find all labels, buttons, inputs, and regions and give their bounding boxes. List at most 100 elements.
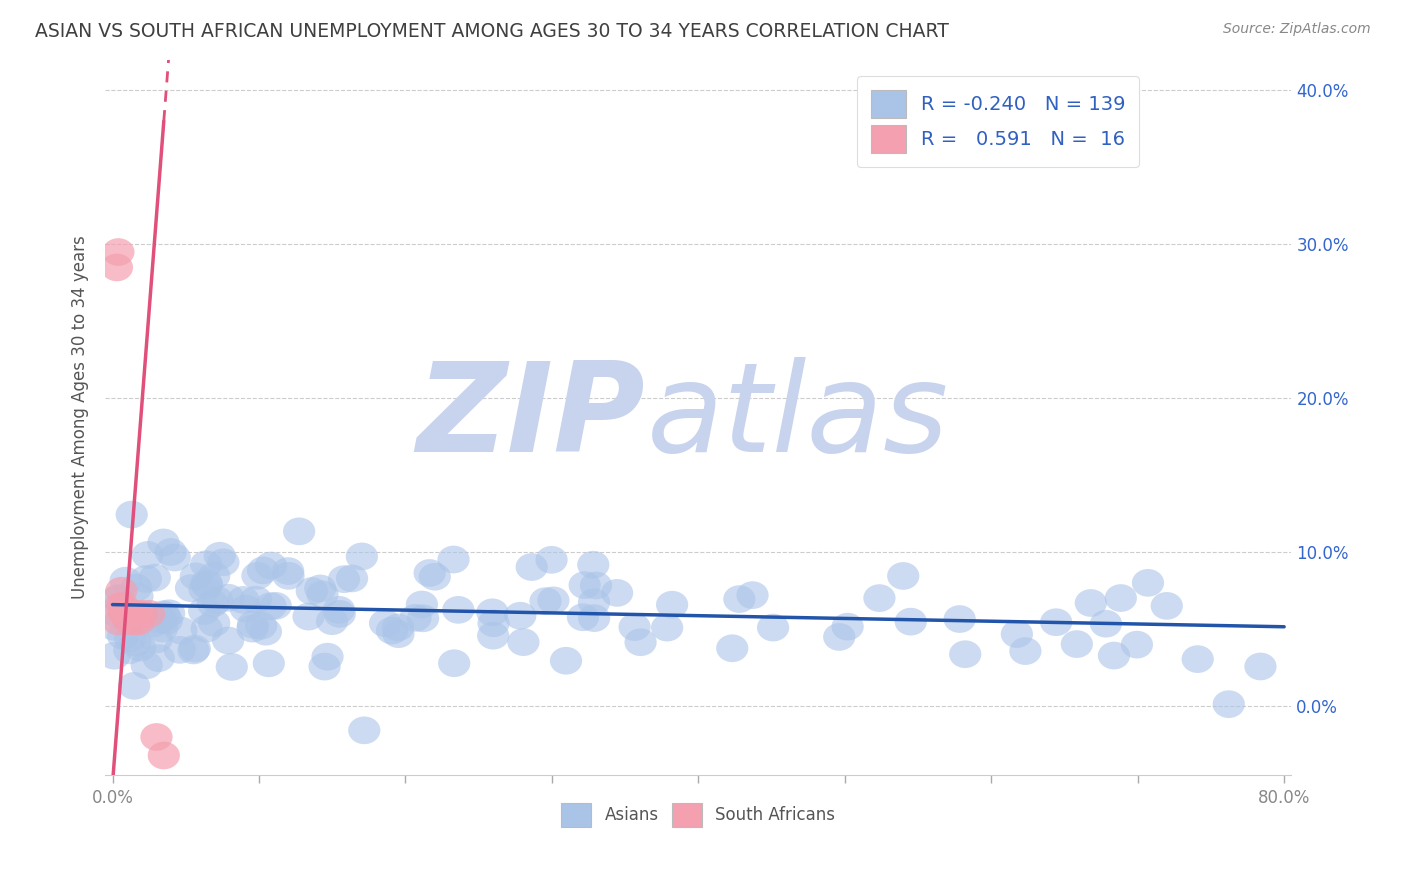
Ellipse shape	[197, 590, 229, 617]
Ellipse shape	[1098, 641, 1130, 669]
Ellipse shape	[1212, 690, 1244, 718]
Ellipse shape	[1132, 569, 1164, 597]
Ellipse shape	[439, 649, 470, 677]
Ellipse shape	[114, 637, 145, 665]
Ellipse shape	[537, 587, 569, 615]
Ellipse shape	[260, 592, 292, 620]
Ellipse shape	[124, 634, 156, 662]
Ellipse shape	[737, 582, 769, 609]
Ellipse shape	[180, 563, 212, 591]
Ellipse shape	[716, 634, 748, 662]
Ellipse shape	[101, 253, 134, 281]
Ellipse shape	[131, 651, 163, 679]
Ellipse shape	[323, 596, 356, 624]
Ellipse shape	[250, 618, 283, 646]
Ellipse shape	[323, 600, 356, 628]
Ellipse shape	[273, 562, 305, 590]
Ellipse shape	[105, 577, 138, 605]
Ellipse shape	[568, 571, 600, 599]
Ellipse shape	[756, 614, 789, 641]
Ellipse shape	[536, 546, 568, 574]
Ellipse shape	[120, 600, 152, 628]
Ellipse shape	[254, 551, 287, 580]
Ellipse shape	[311, 643, 343, 671]
Ellipse shape	[1181, 645, 1213, 673]
Ellipse shape	[579, 572, 612, 599]
Ellipse shape	[107, 622, 139, 649]
Ellipse shape	[107, 592, 139, 620]
Ellipse shape	[236, 615, 269, 642]
Ellipse shape	[215, 653, 247, 681]
Ellipse shape	[530, 587, 561, 615]
Ellipse shape	[190, 550, 222, 578]
Ellipse shape	[120, 629, 152, 657]
Ellipse shape	[307, 581, 339, 608]
Ellipse shape	[114, 624, 146, 652]
Ellipse shape	[419, 563, 451, 591]
Ellipse shape	[382, 614, 415, 641]
Ellipse shape	[155, 538, 187, 566]
Ellipse shape	[316, 607, 349, 635]
Ellipse shape	[406, 605, 439, 632]
Text: Source: ZipAtlas.com: Source: ZipAtlas.com	[1223, 22, 1371, 37]
Ellipse shape	[368, 609, 401, 637]
Ellipse shape	[114, 607, 146, 635]
Ellipse shape	[115, 500, 148, 528]
Ellipse shape	[245, 612, 277, 640]
Ellipse shape	[228, 586, 260, 614]
Ellipse shape	[101, 584, 134, 612]
Ellipse shape	[118, 607, 150, 635]
Ellipse shape	[349, 716, 381, 744]
Ellipse shape	[177, 637, 209, 665]
Ellipse shape	[188, 597, 221, 625]
Ellipse shape	[110, 566, 142, 594]
Ellipse shape	[121, 582, 153, 610]
Ellipse shape	[413, 559, 446, 587]
Ellipse shape	[1001, 620, 1033, 648]
Ellipse shape	[138, 609, 170, 637]
Ellipse shape	[236, 611, 269, 639]
Ellipse shape	[399, 604, 432, 632]
Ellipse shape	[204, 542, 236, 570]
Ellipse shape	[477, 622, 509, 649]
Ellipse shape	[163, 636, 195, 664]
Ellipse shape	[1121, 631, 1153, 658]
Ellipse shape	[212, 626, 245, 655]
Ellipse shape	[382, 620, 415, 648]
Ellipse shape	[516, 553, 548, 581]
Ellipse shape	[271, 558, 304, 585]
Ellipse shape	[254, 592, 287, 620]
Ellipse shape	[247, 557, 280, 584]
Ellipse shape	[304, 574, 336, 602]
Ellipse shape	[863, 584, 896, 612]
Ellipse shape	[174, 574, 207, 602]
Ellipse shape	[159, 543, 191, 572]
Ellipse shape	[132, 541, 163, 569]
Ellipse shape	[118, 672, 150, 699]
Ellipse shape	[578, 589, 610, 616]
Ellipse shape	[283, 517, 315, 545]
Ellipse shape	[190, 569, 222, 597]
Ellipse shape	[823, 624, 855, 651]
Ellipse shape	[253, 649, 285, 677]
Ellipse shape	[149, 603, 181, 631]
Ellipse shape	[101, 600, 134, 628]
Ellipse shape	[108, 600, 141, 628]
Ellipse shape	[129, 566, 162, 593]
Ellipse shape	[375, 616, 408, 644]
Ellipse shape	[1010, 637, 1042, 665]
Ellipse shape	[619, 613, 651, 641]
Ellipse shape	[148, 741, 180, 769]
Ellipse shape	[406, 591, 439, 618]
Y-axis label: Unemployment Among Ages 30 to 34 years: Unemployment Among Ages 30 to 34 years	[72, 235, 89, 599]
Ellipse shape	[723, 585, 755, 613]
Ellipse shape	[103, 238, 135, 266]
Legend: Asians, South Africans: Asians, South Africans	[553, 795, 844, 835]
Ellipse shape	[148, 529, 180, 557]
Ellipse shape	[943, 605, 976, 633]
Ellipse shape	[166, 617, 197, 645]
Ellipse shape	[103, 607, 135, 635]
Ellipse shape	[104, 592, 136, 620]
Ellipse shape	[346, 542, 378, 570]
Ellipse shape	[505, 602, 536, 630]
